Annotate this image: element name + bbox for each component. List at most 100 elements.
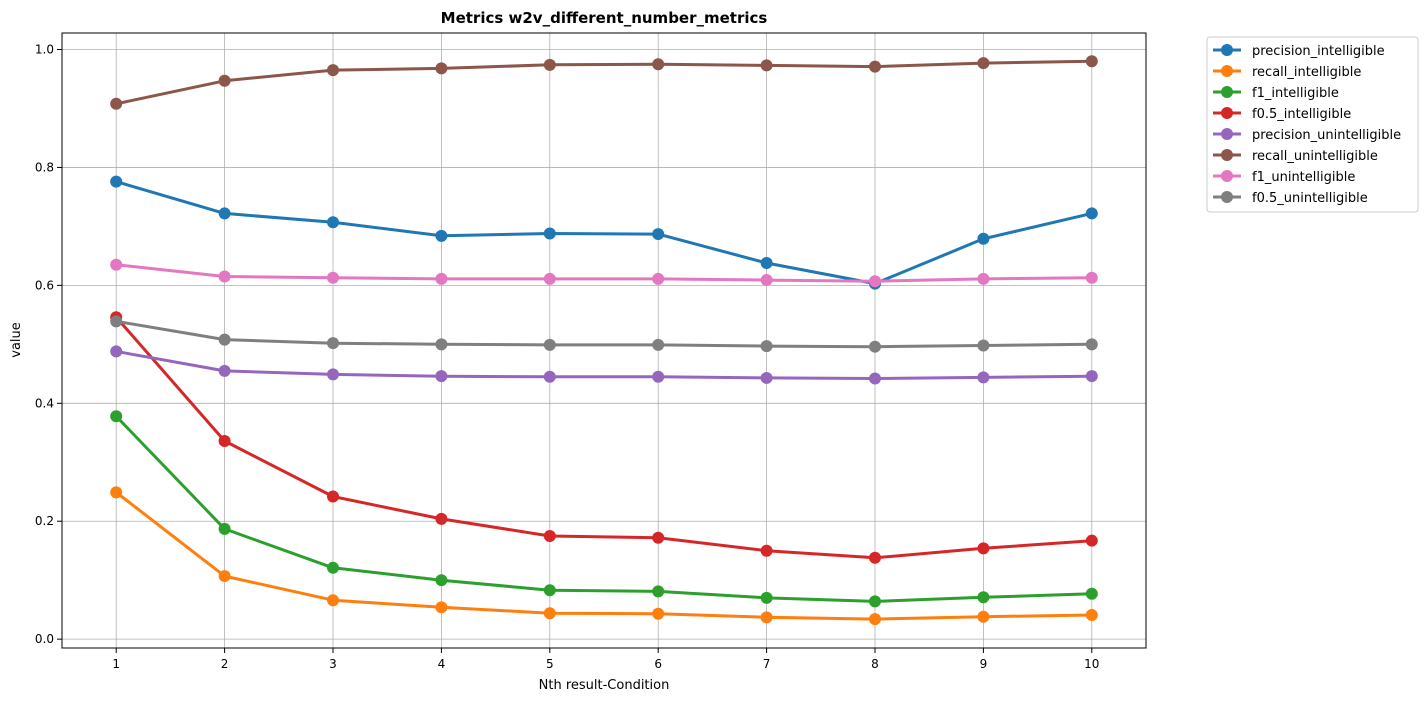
data-point	[218, 570, 231, 583]
legend-item: recall_intelligible	[1213, 65, 1361, 80]
data-point	[435, 272, 448, 285]
data-point	[977, 272, 990, 285]
data-point	[110, 315, 123, 328]
legend-label: f0.5_intelligible	[1252, 107, 1351, 122]
legend-item: f0.5_intelligible	[1213, 107, 1351, 122]
data-point	[327, 216, 339, 229]
data-point	[1085, 271, 1098, 284]
data-point	[543, 338, 556, 351]
data-point	[977, 339, 990, 352]
data-point	[327, 561, 339, 574]
series-lines	[110, 55, 1098, 626]
series-precision_unintelligible	[110, 345, 1098, 385]
legend-label: recall_intelligible	[1252, 65, 1361, 80]
data-point	[218, 333, 231, 346]
data-point	[652, 585, 665, 598]
data-point	[435, 512, 448, 525]
series-line	[114, 490, 1094, 621]
y-tick-label: 1.0	[35, 43, 54, 57]
legend-item: f0.5_unintelligible	[1213, 191, 1368, 206]
data-point	[977, 57, 990, 70]
data-point	[977, 371, 990, 384]
legend-swatch-marker	[1221, 128, 1233, 140]
data-point	[435, 338, 448, 351]
legend-item: f1_intelligible	[1213, 86, 1339, 101]
data-point	[327, 368, 339, 381]
data-point	[435, 62, 448, 75]
data-point	[1085, 608, 1098, 621]
series-recall_intelligible	[110, 486, 1098, 626]
series-line	[114, 263, 1094, 283]
data-point	[327, 271, 339, 284]
data-point	[869, 613, 881, 626]
data-point	[1085, 338, 1098, 351]
x-tick-label: 5	[546, 657, 554, 671]
data-point	[543, 58, 556, 71]
y-axis-ticks: 0.0 0.2 0.4 0.6 0.8 1.0	[35, 43, 62, 646]
data-point	[652, 531, 665, 544]
data-point	[218, 207, 231, 220]
data-point	[218, 522, 231, 535]
legend-swatch-marker	[1221, 170, 1233, 182]
legend-item: precision_unintelligible	[1213, 128, 1401, 143]
data-point	[977, 232, 990, 245]
data-point	[543, 227, 556, 240]
legend-item: f1_unintelligible	[1213, 170, 1355, 185]
data-point	[869, 275, 881, 288]
data-point	[1085, 370, 1098, 383]
x-axis-label: Nth result-Condition	[539, 678, 670, 693]
legend-swatch-marker	[1221, 86, 1233, 98]
data-point	[435, 370, 448, 383]
legend-item: precision_intelligible	[1213, 44, 1385, 59]
data-point	[218, 364, 231, 377]
data-point	[652, 607, 665, 620]
data-point	[435, 229, 448, 242]
data-point	[327, 490, 339, 503]
x-tick-label: 4	[438, 657, 446, 671]
series-f1_intelligible	[110, 410, 1098, 608]
data-point	[543, 584, 556, 597]
data-point	[435, 574, 448, 587]
data-point	[327, 594, 339, 607]
legend-label: f1_unintelligible	[1252, 170, 1355, 185]
legend-item: recall_unintelligible	[1213, 149, 1378, 164]
data-point	[760, 59, 773, 72]
series-precision_intelligible	[110, 175, 1098, 290]
data-point	[760, 544, 773, 557]
data-point	[652, 338, 665, 351]
legend-frame	[1206, 36, 1419, 213]
data-point	[652, 58, 665, 71]
data-point	[652, 370, 665, 383]
data-point	[327, 337, 339, 350]
data-point	[327, 64, 339, 77]
data-point	[110, 175, 123, 188]
legend: precision_intelligible recall_intelligibl…	[1206, 36, 1419, 213]
series-line	[114, 349, 1094, 380]
series-line	[114, 315, 1094, 560]
series-line	[114, 414, 1094, 603]
data-point	[543, 370, 556, 383]
legend-swatch-marker	[1221, 107, 1233, 119]
data-point	[977, 591, 990, 604]
data-point	[1085, 55, 1098, 68]
y-tick-label: 0.2	[35, 514, 54, 528]
legend-swatch-marker	[1221, 65, 1233, 77]
y-tick-label: 0.0	[35, 632, 54, 646]
data-point	[760, 274, 773, 287]
data-point	[652, 272, 665, 285]
x-tick-label: 8	[871, 657, 879, 671]
legend-label: recall_unintelligible	[1252, 149, 1378, 164]
data-point	[869, 340, 881, 353]
legend-swatch-marker	[1221, 149, 1233, 161]
data-point	[435, 601, 448, 614]
data-point	[977, 610, 990, 623]
legend-swatch-marker	[1221, 191, 1233, 203]
data-point	[110, 410, 123, 423]
data-point	[760, 591, 773, 604]
data-point	[110, 345, 123, 358]
y-tick-label: 0.6	[35, 278, 54, 292]
x-tick-label: 3	[329, 657, 337, 671]
x-axis-ticks: 1 2 3 4 5 6 7 8 9 10	[112, 648, 1099, 671]
